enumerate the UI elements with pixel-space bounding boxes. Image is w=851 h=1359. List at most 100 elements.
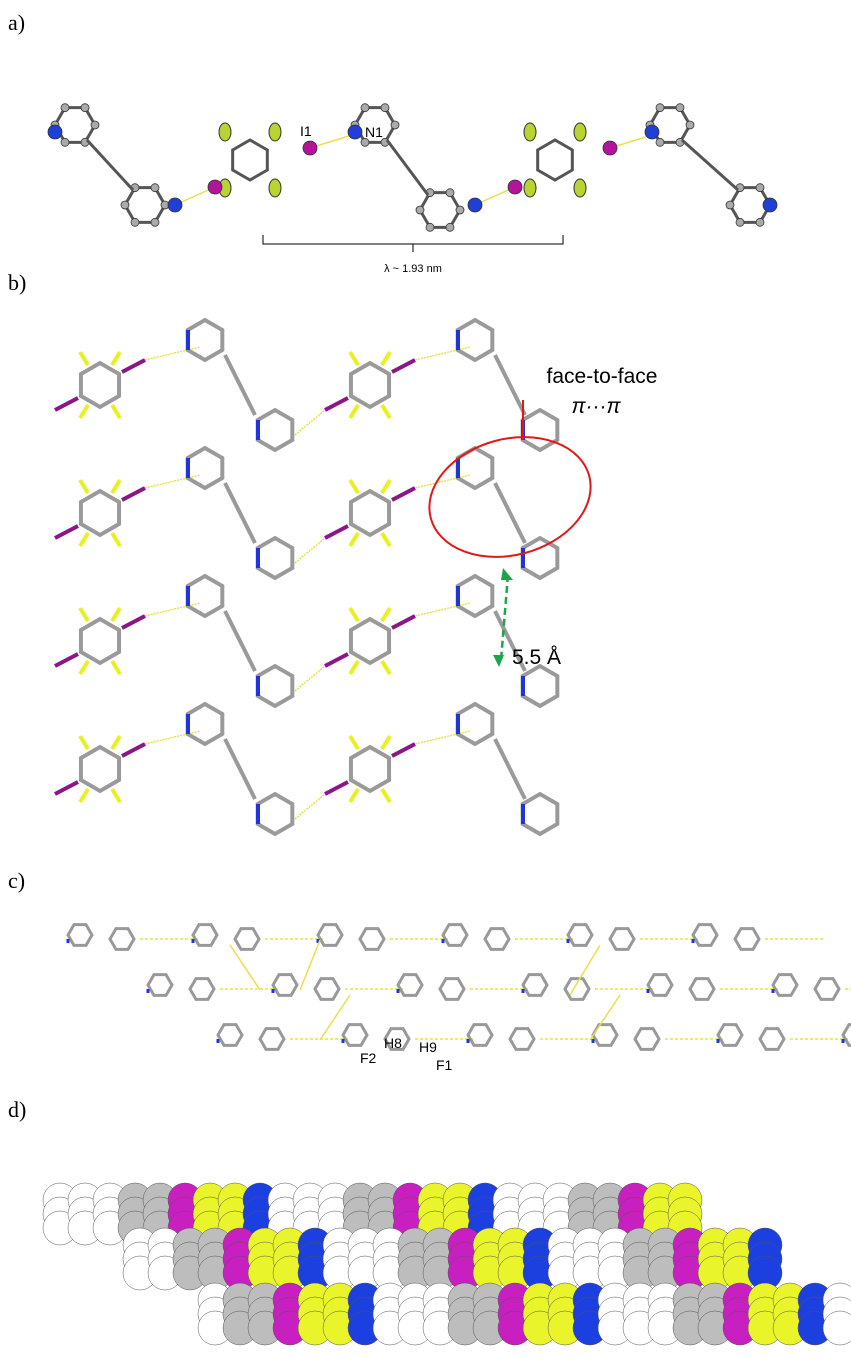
bond: [80, 661, 88, 674]
bond: [87, 140, 133, 190]
ring: [420, 193, 460, 228]
atom: [726, 201, 734, 209]
ring: [440, 979, 464, 1000]
atom-label: H8: [384, 1035, 402, 1051]
atom: [456, 206, 464, 214]
bond: [80, 405, 88, 418]
ring: [610, 929, 634, 950]
atom: [603, 141, 617, 155]
atom: [168, 198, 182, 212]
atom: [763, 198, 777, 212]
bond: [300, 940, 320, 990]
figure: a) I1 N1 λ ~ 1.93 nm b) face-to-face π··…: [0, 0, 851, 1359]
bond: [112, 608, 120, 621]
atom: [656, 104, 664, 112]
bond: [350, 533, 358, 546]
distance-label: 5.5 Å: [512, 646, 561, 669]
panel-label: b): [8, 270, 26, 295]
atom-label: H9: [419, 1039, 437, 1055]
bond: [325, 526, 348, 538]
ring: [233, 140, 268, 180]
ring: [568, 925, 592, 946]
ring: [125, 188, 165, 223]
bond: [350, 736, 358, 749]
fluorine: [524, 179, 536, 197]
atom: [416, 206, 424, 214]
bond: [122, 744, 145, 756]
atom-label: I1: [300, 123, 312, 139]
period-bracket: [263, 235, 563, 252]
bond: [495, 739, 525, 799]
bond: [382, 480, 390, 493]
atom: [686, 121, 694, 129]
bond: [350, 789, 358, 802]
bond: [382, 661, 390, 674]
ring: [55, 108, 95, 143]
ring: [81, 363, 119, 407]
highlight-ellipse: [416, 420, 604, 574]
atom-label: F1: [436, 1057, 453, 1073]
ring: [648, 975, 672, 996]
ring: [760, 1029, 784, 1050]
panel-label: a): [8, 10, 25, 35]
bond: [350, 405, 358, 418]
bond: [55, 782, 78, 794]
atom: [61, 104, 69, 112]
bond: [55, 654, 78, 666]
ring: [458, 576, 493, 616]
atom: [656, 138, 664, 146]
bond: [112, 405, 120, 418]
ring: [190, 979, 214, 1000]
bond: [112, 352, 120, 365]
bond: [55, 398, 78, 410]
atom: [508, 180, 522, 194]
bond: [350, 661, 358, 674]
bond: [350, 608, 358, 621]
ring: [258, 666, 293, 706]
atom: [391, 121, 399, 129]
bond: [80, 736, 88, 749]
bond: [392, 744, 415, 756]
atom: [446, 189, 454, 197]
bond: [230, 945, 260, 990]
atom: [446, 223, 454, 231]
bond: [295, 538, 325, 563]
bond: [495, 355, 525, 415]
atom: [676, 104, 684, 112]
atom: [756, 218, 764, 226]
ring: [148, 975, 172, 996]
atom: [303, 141, 317, 155]
bond: [112, 736, 120, 749]
ring: [273, 975, 297, 996]
ring: [318, 925, 342, 946]
ring: [81, 619, 119, 663]
bond: [295, 410, 325, 435]
ring: [260, 1029, 284, 1050]
atom-label: N1: [365, 124, 383, 140]
ring: [458, 704, 493, 744]
bond: [325, 782, 348, 794]
ring: [110, 929, 134, 950]
atom: [426, 223, 434, 231]
fluorine: [219, 123, 231, 141]
ring: [523, 794, 558, 834]
ring: [188, 320, 223, 360]
bond: [225, 739, 255, 799]
bond: [382, 608, 390, 621]
bond: [80, 352, 88, 365]
atom: [756, 184, 764, 192]
ring: [523, 975, 547, 996]
bond: [382, 352, 390, 365]
fluorine: [269, 179, 281, 197]
ring: [351, 747, 389, 791]
annotation: π···π: [571, 395, 621, 418]
fluorine: [574, 123, 586, 141]
panel-label: c): [8, 868, 25, 893]
ring: [523, 410, 558, 450]
ring: [258, 794, 293, 834]
ring: [510, 1029, 534, 1050]
bond: [382, 405, 390, 418]
ring: [351, 491, 389, 535]
ring: [398, 975, 422, 996]
atom: [81, 104, 89, 112]
